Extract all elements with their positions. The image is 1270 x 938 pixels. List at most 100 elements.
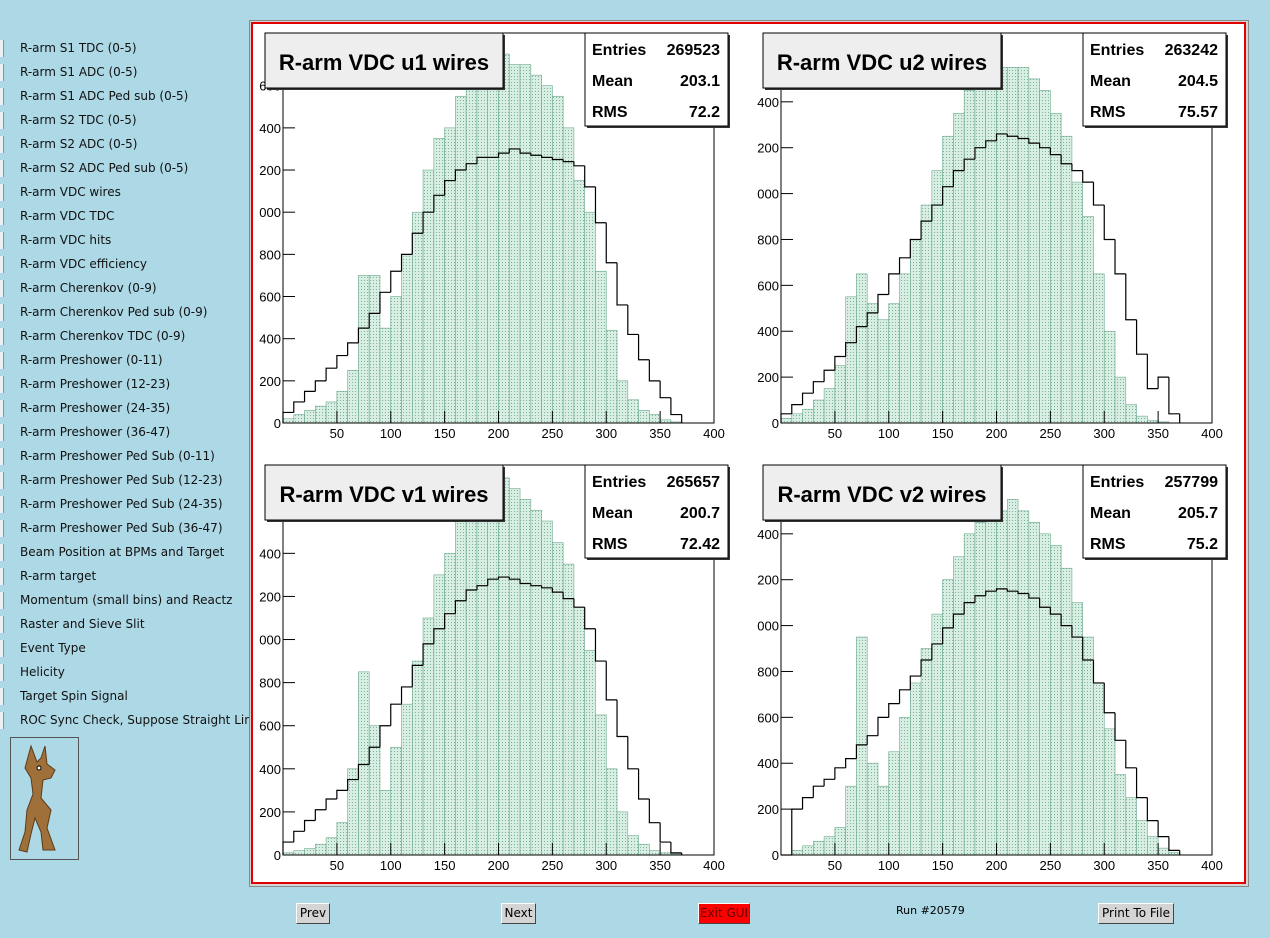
menu-item[interactable]: R-arm VDC hits [0, 230, 250, 254]
stats-box [1082, 32, 1227, 127]
histogram-step [347, 778, 359, 791]
x-tick-label: 350 [1147, 426, 1169, 441]
menu-item[interactable]: R-arm Preshower Ped Sub (12-23) [0, 470, 250, 494]
menu-item-label[interactable]: Raster and Sieve Slit [20, 617, 145, 631]
menu-item[interactable]: R-arm Preshower (24-35) [0, 398, 250, 422]
histogram-step [1103, 682, 1116, 714]
menu-item-label[interactable]: R-arm S2 ADC (0-5) [20, 137, 138, 151]
next-button[interactable]: Next [501, 903, 536, 924]
histogram-step [336, 789, 348, 799]
histogram-step [454, 600, 467, 614]
menu-item-label[interactable]: R-arm S2 TDC (0-5) [20, 113, 137, 127]
menu-item[interactable]: R-arm VDC TDC [0, 206, 250, 230]
histogram-step [465, 163, 477, 171]
histogram-bar [552, 542, 564, 856]
menu-item[interactable]: R-arm Preshower Ped Sub (36-47) [0, 518, 250, 542]
menu-item[interactable]: R-arm VDC efficiency [0, 254, 250, 278]
histogram-step [584, 607, 596, 630]
histogram-bar [963, 90, 976, 424]
menu-item-label[interactable]: R-arm S1 ADC (0-5) [20, 65, 138, 79]
menu-item[interactable]: Momentum (small bins) and Reactz [0, 590, 250, 614]
histogram-step [791, 404, 803, 414]
menu-item[interactable]: R-arm Cherenkov (0-9) [0, 278, 250, 302]
menu-item[interactable]: R-arm S1 ADC (0-5) [0, 62, 250, 86]
menu-item-label[interactable]: R-arm S1 TDC (0-5) [20, 41, 137, 55]
menu-item[interactable]: R-arm VDC wires [0, 182, 250, 206]
menu-item-label[interactable]: R-arm VDC efficiency [20, 257, 148, 271]
y-tick-label: 0 [274, 848, 281, 863]
menu-item[interactable]: R-arm target [0, 566, 250, 590]
histogram-bar [834, 827, 846, 856]
stats-box [1082, 464, 1227, 559]
menu-item-label[interactable]: R-arm VDC wires [20, 185, 121, 199]
histogram-bar [552, 95, 564, 424]
menu-item[interactable]: R-arm Preshower Ped Sub (0-11) [0, 446, 250, 470]
exit-button[interactable]: Exit GUI [698, 903, 750, 924]
menu-item[interactable]: Beam Position at BPMs and Target [0, 542, 250, 566]
histogram-bar [802, 845, 814, 856]
menu-item[interactable]: Target Spin Signal [0, 686, 250, 710]
histogram-bar [899, 717, 911, 856]
menu-item[interactable]: Event Type [0, 638, 250, 662]
menu-item-label[interactable]: R-arm S1 ADC Ped sub (0-5) [20, 89, 189, 103]
menu-item[interactable]: R-arm Preshower Ped Sub (24-35) [0, 494, 250, 518]
menu-item-label[interactable]: R-arm Preshower Ped Sub (36-47) [20, 521, 223, 535]
histogram-bar [605, 329, 618, 424]
histogram-bar [541, 520, 553, 856]
menu-item-label[interactable]: R-arm target [20, 569, 97, 583]
menu-item-label[interactable]: R-arm Preshower Ped Sub (24-35) [20, 497, 223, 511]
menu-item-label[interactable]: R-arm Cherenkov TDC (0-9) [20, 329, 186, 343]
histogram-bar [1039, 533, 1051, 856]
menu-item[interactable]: R-arm S2 ADC (0-5) [0, 134, 250, 158]
menu-item-label[interactable]: R-arm Cherenkov (0-9) [20, 281, 157, 295]
menu-item[interactable]: R-arm S2 ADC Ped sub (0-5) [0, 158, 250, 182]
menu-item[interactable]: Raster and Sieve Slit [0, 614, 250, 638]
x-tick-label: 350 [649, 858, 671, 873]
histogram-bar [304, 848, 316, 856]
x-tick-label: 400 [1201, 426, 1223, 441]
histogram-step [573, 161, 585, 167]
histogram-bar [476, 499, 489, 856]
histogram-step [616, 699, 628, 738]
menu-item[interactable]: Helicity [0, 662, 250, 686]
menu-item[interactable]: R-arm Cherenkov Ped sub (0-9) [0, 302, 250, 326]
histogram-step [476, 585, 488, 590]
y-tick-label: 0 [772, 416, 779, 431]
menu-item-label[interactable]: R-arm Preshower (24-35) [20, 401, 171, 415]
menu-item-label[interactable]: Helicity [20, 665, 65, 679]
menu-item-label[interactable]: R-arm VDC TDC [20, 209, 115, 223]
menu-item-label[interactable]: R-arm VDC hits [20, 233, 112, 247]
menu-item[interactable]: ROC Sync Check, Suppose Straight Lines [0, 710, 265, 734]
histogram-step [974, 595, 986, 603]
histogram-step [411, 232, 424, 255]
prev-button[interactable]: Prev [296, 903, 330, 924]
title-box [264, 464, 504, 521]
menu-item-label[interactable]: R-arm S2 ADC Ped sub (0-5) [20, 161, 189, 175]
menu-item-label[interactable]: R-arm Preshower Ped Sub (0-11) [20, 449, 215, 463]
histogram-step [834, 355, 846, 371]
print-button[interactable]: Print To File [1098, 903, 1174, 924]
histogram-bar [422, 169, 435, 424]
menu-item-label[interactable]: R-arm Preshower (36-47) [20, 425, 171, 439]
menu-item-label[interactable]: R-arm Preshower (0-11) [20, 353, 163, 367]
histogram-bar [293, 414, 305, 424]
menu-item-label[interactable]: R-arm Cherenkov Ped sub (0-9) [20, 305, 208, 319]
menu-item[interactable]: R-arm Preshower (36-47) [0, 422, 250, 446]
menu-item-label[interactable]: Beam Position at BPMs and Target [20, 545, 225, 559]
menu-item[interactable]: R-arm S1 TDC (0-5) [0, 38, 250, 62]
histogram-step [963, 602, 975, 615]
menu-item[interactable]: R-arm Preshower (0-11) [0, 350, 250, 374]
histogram-step [368, 746, 380, 765]
histogram-bar [996, 510, 1008, 856]
menu-item[interactable]: R-arm Preshower (12-23) [0, 374, 250, 398]
histogram-step [497, 576, 510, 580]
menu-item[interactable]: R-arm S1 ADC Ped sub (0-5) [0, 86, 250, 110]
menu-item-label[interactable]: Momentum (small bins) and Reactz [20, 593, 233, 607]
menu-item-label[interactable]: Event Type [20, 641, 86, 655]
menu-item-label[interactable]: R-arm Preshower Ped Sub (12-23) [20, 473, 223, 487]
menu-item[interactable]: R-arm Cherenkov TDC (0-9) [0, 326, 250, 350]
menu-item-label[interactable]: Target Spin Signal [20, 689, 128, 703]
menu-item-label[interactable]: ROC Sync Check, Suppose Straight Lines [20, 713, 266, 727]
menu-item[interactable]: R-arm S2 TDC (0-5) [0, 110, 250, 134]
menu-item-label[interactable]: R-arm Preshower (12-23) [20, 377, 171, 391]
